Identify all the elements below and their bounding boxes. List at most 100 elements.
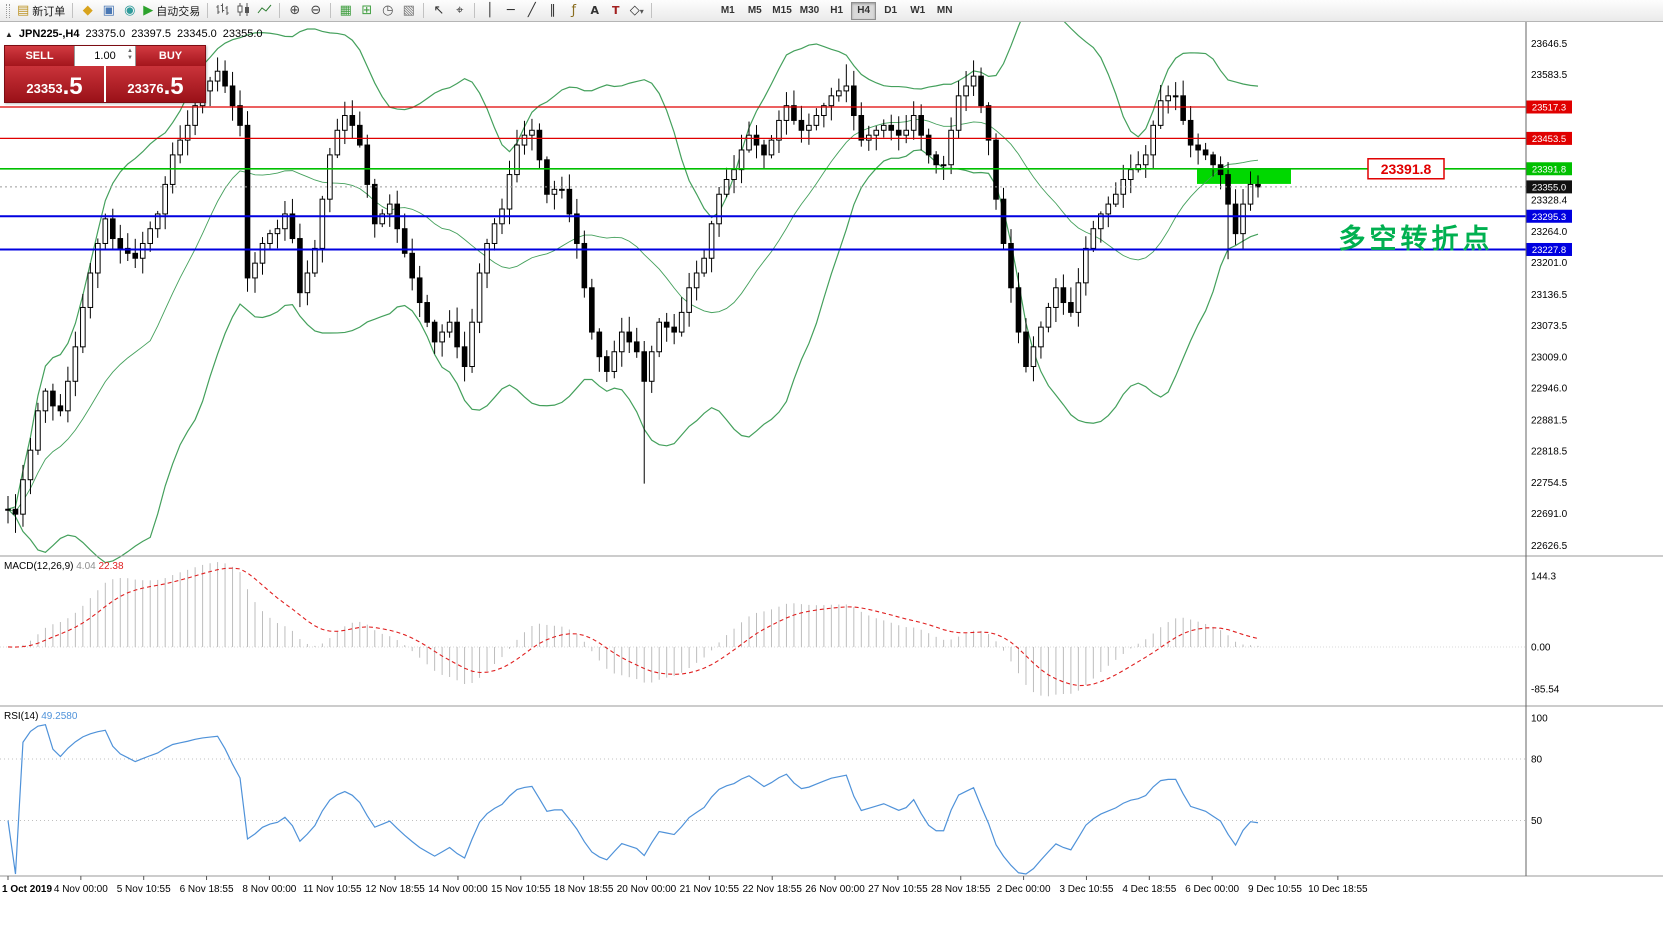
sell-button[interactable]: SELL [5, 46, 74, 66]
equidistant-channel-icon [550, 4, 557, 17]
buy-price[interactable]: 23376.5 [106, 66, 205, 102]
price-tag-label: 23453.5 [1532, 134, 1566, 145]
chart-canvas[interactable]: 23517.3 23453.5 23391.8 23295.3 23227.8 23355… [0, 22, 1663, 947]
timeframe-h1-button[interactable]: H1 [830, 5, 844, 16]
time-axis-label: 22 Nov 18:55 [742, 884, 802, 895]
price-axis-label: 22818.5 [1531, 446, 1568, 457]
price-tag-label: 23355.0 [1532, 182, 1566, 193]
price-axis-label: 22691.0 [1531, 509, 1568, 520]
zoom-out-button[interactable] [305, 1, 326, 20]
rsi-line [7, 724, 1259, 875]
cursor-button[interactable] [428, 1, 449, 20]
trendline-button[interactable] [521, 1, 542, 20]
price-tag-label: 23391.8 [1532, 164, 1566, 175]
indicators-button[interactable] [356, 1, 377, 20]
channel-button[interactable] [542, 1, 563, 20]
autotrading-button[interactable]: 自动交易 [140, 1, 203, 20]
turning-point-annotation[interactable]: 多空转折点 [1339, 223, 1494, 254]
chart-window-icon [83, 4, 93, 17]
crosshair-button[interactable] [449, 1, 470, 20]
price-tag [1526, 131, 1572, 145]
time-axis-label: 18 Nov 18:55 [554, 884, 614, 895]
time-axis-label: 28 Nov 18:55 [931, 884, 991, 895]
time-axis-label: 4 Dec 18:55 [1122, 884, 1176, 895]
vertical-line-button[interactable] [479, 1, 500, 20]
rsi-axis-label: 50 [1531, 816, 1543, 827]
timeframe-m30-button[interactable]: M30 [799, 5, 820, 16]
macd-axis-label: 144.3 [1531, 572, 1556, 583]
timeframe-d1-button[interactable]: D1 [884, 5, 898, 16]
tile-windows-button[interactable] [335, 1, 356, 20]
macd-histogram [14, 562, 1259, 697]
toolbar-separator [651, 3, 653, 18]
toolbar-separator [207, 3, 209, 18]
ohlc-high: 23397.5 [131, 28, 171, 40]
price-tag [1526, 100, 1572, 114]
time-axis-label: 3 Dec 10:55 [1059, 884, 1113, 895]
buy-button[interactable]: BUY [136, 46, 205, 66]
rsi-axis-label: 80 [1531, 755, 1543, 766]
bollinger-upper-band [7, 22, 1259, 510]
volume-spinner[interactable]: ▲ ▼ [127, 48, 133, 62]
time-axis-label: 6 Dec 00:00 [1185, 884, 1239, 895]
spinner-up-icon[interactable]: ▲ [127, 48, 133, 54]
price-axis-label: 22626.5 [1531, 541, 1568, 552]
line-chart-button[interactable] [254, 1, 275, 20]
templates-button[interactable] [398, 1, 419, 20]
price-axis-label: 22754.5 [1531, 478, 1568, 489]
horizontal-line-button[interactable] [500, 1, 521, 20]
macd-signal-line [7, 567, 1259, 687]
strategy-tester-button[interactable] [119, 1, 140, 20]
macd-label: MACD(12,26,9) 4.04 22.38 [4, 561, 124, 572]
time-axis-label: 21 Nov 10:55 [680, 884, 740, 895]
horizontal-line-icon [507, 4, 515, 17]
time-axis-label: 1 Oct 2019 [2, 884, 52, 895]
timeframe-h4-button[interactable]: H4 [851, 1, 877, 20]
bar-chart-button[interactable] [212, 1, 233, 20]
time-axis-label: 26 Nov 00:00 [805, 884, 865, 895]
periods-button[interactable] [377, 1, 398, 20]
fibonacci-icon [572, 4, 577, 17]
volume-input[interactable]: 1.00 ▲ ▼ [74, 46, 136, 66]
highlight-rectangle[interactable] [1197, 168, 1291, 184]
arrows-button[interactable] [626, 1, 647, 20]
timeframe-m5-button[interactable]: M5 [747, 5, 762, 16]
spinner-down-icon[interactable]: ▼ [127, 54, 133, 61]
time-axis-label: 6 Nov 18:55 [180, 884, 234, 895]
price-callout-text: 23391.8 [1381, 161, 1432, 177]
cursor-icon [433, 4, 444, 17]
profiles-button[interactable] [98, 1, 119, 20]
timeframe-mn-button[interactable]: MN [936, 5, 953, 16]
chart-window-button[interactable] [77, 1, 98, 20]
sell-price[interactable]: 23353.5 [5, 66, 106, 102]
toolbar-grip[interactable] [6, 3, 10, 18]
zoom-in-button[interactable] [284, 1, 305, 20]
toolbar-separator [330, 3, 332, 18]
price-axis-label: 23136.5 [1531, 290, 1568, 301]
one-click-trading-panel: SELL 1.00 ▲ ▼ BUY 23353.5 23376.5 [4, 45, 206, 103]
new-order-button[interactable]: 新订单 [14, 1, 68, 20]
price-axis-label: 23583.5 [1531, 70, 1568, 81]
crosshair-icon [456, 4, 463, 17]
fibonacci-button[interactable] [563, 1, 584, 20]
main-toolbar: 新订单 自动交易 M1 M5 M15 M30 H1 H4 D1 W1 MN [0, 0, 1663, 22]
timeframe-w1-button[interactable]: W1 [910, 5, 926, 16]
price-axis-label: 22946.0 [1531, 384, 1568, 395]
price-tag-label: 23227.8 [1532, 245, 1566, 256]
toolbar-separator [423, 3, 425, 18]
candlestick-chart-button[interactable] [233, 1, 254, 20]
timeframe-m1-button[interactable]: M1 [720, 5, 735, 16]
symbol-period-label: JPN225-,H4 [18, 28, 80, 40]
time-axis-label: 11 Nov 10:55 [303, 884, 362, 895]
macd-axis-label: -85.54 [1531, 685, 1560, 696]
price-callout-box[interactable] [1367, 158, 1445, 180]
trendline-icon [528, 4, 536, 17]
text-button[interactable] [584, 1, 605, 20]
dropdown-caret-icon [640, 4, 644, 17]
timeframe-m15-button[interactable]: M15 [772, 5, 792, 16]
bar-chart-icon [215, 2, 230, 20]
time-axis-label: 12 Nov 18:55 [365, 884, 425, 895]
tile-windows-icon [340, 4, 352, 17]
ohlc-open: 23375.0 [85, 28, 126, 40]
label-button[interactable] [605, 1, 626, 20]
